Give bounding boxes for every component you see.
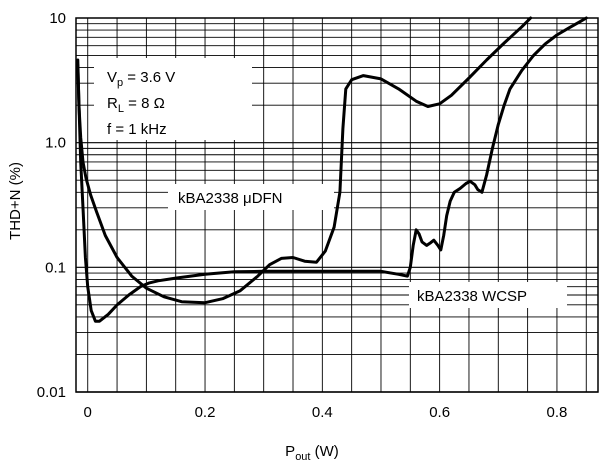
y-tick-label: 10 [49, 10, 66, 27]
y-tick-label: 0.01 [37, 384, 66, 401]
series-line-udfn [76, 16, 533, 305]
y-tick-label: 1.0 [45, 135, 66, 152]
y-tick-label: 0.1 [45, 259, 66, 276]
data-curves [76, 16, 588, 323]
x-axis-label: Pout (W) [285, 443, 339, 463]
x-tick-label: 0 [84, 404, 92, 421]
x-tick-label: 0.6 [429, 404, 450, 421]
condition-vp: Vp = 3.6 V [107, 69, 175, 89]
udfn-label-box [168, 184, 334, 210]
x-tick-label: 0.8 [547, 404, 568, 421]
series-label-wcsp: kBA2338 WCSP [417, 288, 527, 305]
plot-frame [75, 17, 599, 393]
x-tick-label: 0.4 [312, 404, 333, 421]
condition-freq: f = 1 kHz [107, 121, 167, 138]
series-line-wcsp [76, 16, 588, 323]
series-label-udfn: kBA2338 μDFN [178, 190, 283, 207]
x-tick-labels: 0 0.2 0.4 0.6 0.8 [84, 404, 568, 421]
conditions-box [94, 58, 252, 140]
y-axis-label: THD+N (%) [7, 162, 24, 240]
wcsp-label-box [409, 282, 567, 308]
condition-rl: RL = 8 Ω [107, 95, 165, 115]
x-tick-label: 0.2 [195, 404, 216, 421]
y-tick-labels: 0.01 0.1 1.0 10 [37, 10, 66, 401]
